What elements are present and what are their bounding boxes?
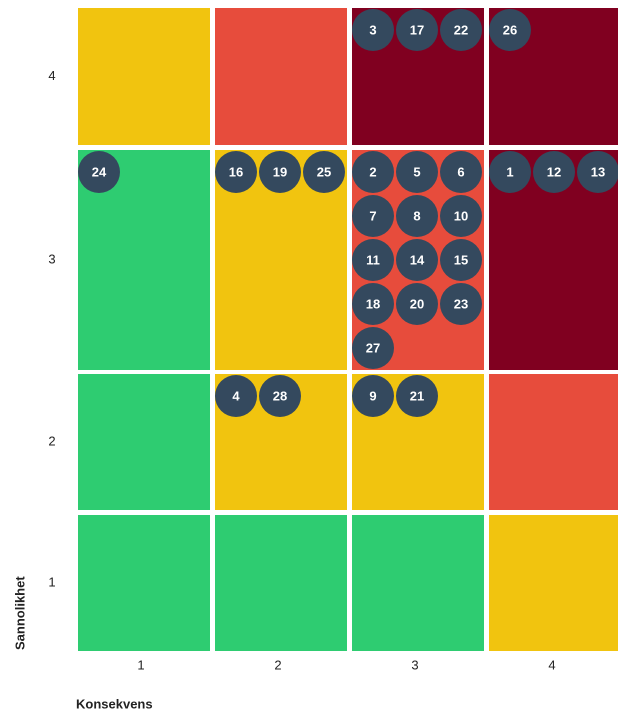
risk-item-label: 9: [369, 388, 376, 403]
risk-item-label: 26: [503, 22, 517, 37]
x-label: 3: [411, 657, 418, 672]
risk-item: [440, 195, 482, 237]
risk-item: [440, 9, 482, 51]
cell: [78, 515, 210, 651]
risk-item-label: 24: [92, 164, 107, 179]
risk-item: [396, 151, 438, 193]
risk-item: [259, 375, 301, 417]
y-label: 4: [48, 68, 55, 83]
risk-item: [352, 283, 394, 325]
cell: [215, 515, 347, 651]
risk-item-label: 7: [369, 208, 376, 223]
risk-item-label: 5: [413, 164, 420, 179]
cell: [489, 374, 618, 510]
cell: [489, 515, 618, 651]
y-label: 2: [48, 433, 55, 448]
risk-item-label: 25: [317, 164, 331, 179]
risk-item: [440, 151, 482, 193]
risk-item: [352, 9, 394, 51]
risk-item: [533, 151, 575, 193]
cell: [215, 8, 347, 145]
risk-item-label: 23: [454, 296, 468, 311]
risk-item: [440, 283, 482, 325]
risk-item-label: 27: [366, 340, 380, 355]
risk-item: [396, 283, 438, 325]
risk-item-label: 4: [232, 388, 240, 403]
risk-item: [352, 195, 394, 237]
x-label: 1: [137, 657, 144, 672]
risk-item-label: 2: [369, 164, 376, 179]
risk-item: [78, 151, 120, 193]
risk-item-label: 12: [547, 164, 561, 179]
risk-item: [577, 151, 618, 193]
risk-item-label: 10: [454, 208, 468, 223]
risk-item: [215, 151, 257, 193]
risk-item-label: 8: [413, 208, 420, 223]
risk-item: [440, 239, 482, 281]
x-label: 4: [548, 657, 555, 672]
risk-item: [396, 195, 438, 237]
risk-item: [352, 151, 394, 193]
risk-item: [303, 151, 345, 193]
risk-item: [352, 327, 394, 369]
y-label: 3: [48, 251, 55, 266]
risk-item-label: 28: [273, 388, 287, 403]
risk-item: [489, 9, 531, 51]
risk-item-label: 11: [366, 252, 380, 267]
risk-item: [352, 239, 394, 281]
cell: [78, 8, 210, 145]
risk-item-label: 19: [273, 164, 287, 179]
risk-item-label: 17: [410, 22, 424, 37]
risk-item-label: 22: [454, 22, 468, 37]
y-axis-title: Sannolikhet: [12, 576, 27, 650]
cell: [78, 374, 210, 510]
risk-item: [259, 151, 301, 193]
risk-item: [352, 375, 394, 417]
x-label: 2: [274, 657, 281, 672]
risk-item-label: 16: [229, 164, 243, 179]
risk-item: [215, 375, 257, 417]
y-label: 1: [48, 574, 55, 589]
risk-item-label: 21: [410, 388, 424, 403]
cell: [352, 515, 484, 651]
risk-item-label: 6: [457, 164, 464, 179]
risk-item-label: 15: [454, 252, 468, 267]
risk-item: [489, 151, 531, 193]
risk-item-label: 3: [369, 22, 376, 37]
risk-item: [396, 375, 438, 417]
risk-item: [396, 9, 438, 51]
risk-item-label: 20: [410, 296, 424, 311]
risk-item-label: 1: [506, 164, 513, 179]
risk-item-label: 13: [591, 164, 605, 179]
risk-item-label: 18: [366, 296, 380, 311]
x-axis-title: Konsekvens: [76, 696, 153, 711]
risk-item: [396, 239, 438, 281]
risk-item-label: 14: [410, 252, 425, 267]
